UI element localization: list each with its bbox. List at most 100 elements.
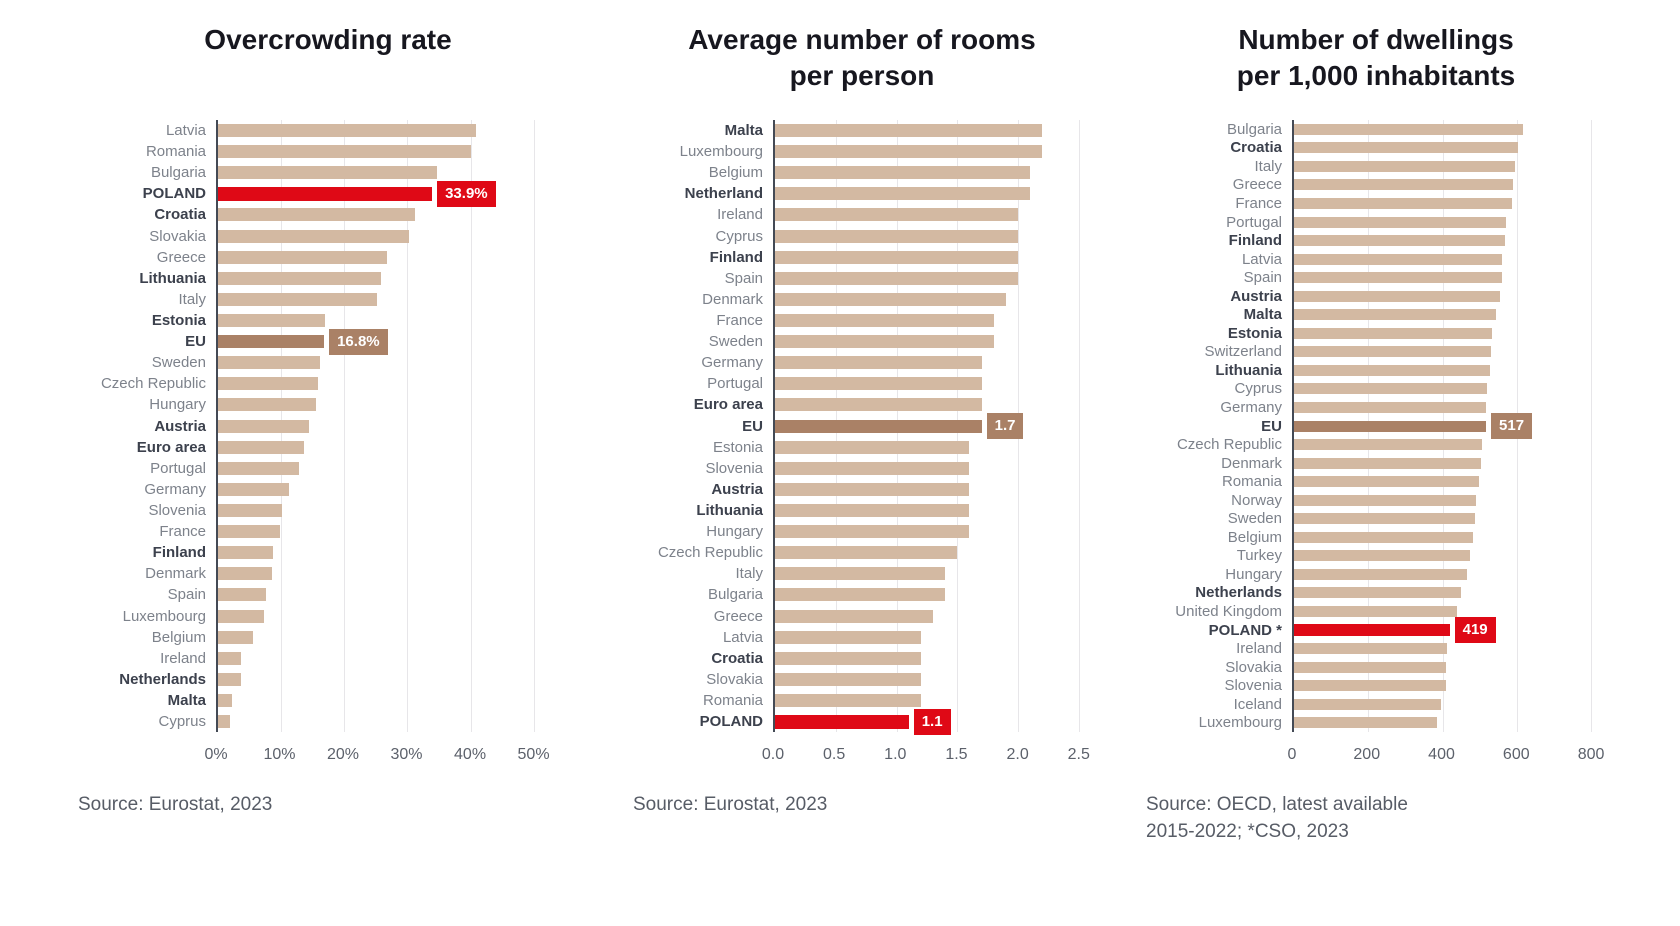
row-label-iceland: Iceland — [1233, 695, 1282, 713]
chart-title-line: Average number of rooms — [688, 24, 1036, 55]
bar — [775, 208, 1019, 222]
row-label-greece: Greece — [156, 248, 206, 266]
bar — [1294, 550, 1471, 562]
bar-row — [218, 584, 578, 605]
bar-row — [218, 521, 578, 542]
bar-row — [1294, 194, 1606, 213]
row-label-spain: Spain — [167, 586, 206, 604]
bar — [775, 187, 1031, 201]
bar-row — [775, 500, 1091, 521]
bar — [1294, 309, 1497, 321]
row-label-slovakia: Slovakia — [706, 670, 763, 688]
bar-row — [775, 648, 1091, 669]
bar-row — [218, 690, 578, 711]
x-tick-label: 2.0 — [1006, 746, 1029, 763]
bar-row — [1294, 435, 1606, 454]
category-labels: Malta Luxembourg Belgium Netherland Ireland C… — [633, 120, 773, 732]
row-label-slovakia: Slovakia — [149, 227, 206, 245]
row-label-denmark: Denmark — [702, 290, 763, 308]
gridline — [1078, 120, 1080, 732]
bar — [775, 229, 1019, 243]
x-tick-label: 20% — [327, 746, 360, 763]
bar — [1294, 346, 1492, 358]
bar-row — [1294, 472, 1606, 491]
row-label-czech-republic: Czech Republic — [657, 544, 763, 562]
bar — [775, 377, 982, 391]
row-label-eu: EU — [185, 333, 206, 351]
bar-row — [1294, 509, 1606, 528]
row-label-luxembourg: Luxembourg — [122, 607, 206, 625]
source-line: Source: OECD, latest available — [1146, 794, 1408, 815]
row-label-malta: Malta — [724, 122, 763, 140]
row-label-turkey: Turkey — [1236, 547, 1282, 565]
plot-area: 1.7 1.1 — [773, 120, 1091, 735]
row-label-spain: Spain — [1243, 269, 1282, 287]
highlighted-bar — [775, 419, 982, 433]
row-label-slovenia: Slovenia — [705, 459, 763, 477]
row-label-czech-republic: Czech Republic — [100, 375, 206, 393]
row-label-romania: Romania — [702, 692, 763, 709]
row-label-sweden: Sweden — [151, 354, 206, 372]
bar-row — [1294, 268, 1606, 287]
row-label-luxembourg: Luxembourg — [679, 143, 763, 161]
bar-row — [1294, 305, 1606, 324]
bar — [218, 166, 438, 180]
chart-3: Number of dwellings per 1,000 inhabitants… — [1146, 22, 1606, 845]
bar-row — [775, 394, 1091, 415]
row-label-italy: Italy — [178, 290, 206, 308]
bar — [1294, 587, 1462, 599]
value-label: 419 — [1454, 617, 1496, 644]
bar — [1294, 513, 1476, 525]
x-tick-label: 800 — [1577, 746, 1605, 763]
bar-row — [775, 563, 1091, 584]
row-label-cyprus: Cyprus — [715, 227, 763, 245]
bar — [218, 377, 318, 391]
bar-row — [775, 268, 1091, 289]
row-label-united-kingdom: United Kingdom — [1175, 602, 1282, 620]
row-label-poland: POLAND — [699, 713, 763, 731]
row-label-belgium: Belgium — [1227, 528, 1282, 546]
bar-row — [1294, 639, 1606, 658]
bar-row — [218, 458, 578, 479]
source-note: Source: Eurostat, 2023 — [633, 792, 1091, 819]
chart-title: Overcrowding rate — [78, 22, 578, 108]
bar-row — [775, 584, 1091, 605]
row-label-hungary: Hungary — [1225, 565, 1282, 583]
row-label-bulgaria: Bulgaria — [707, 586, 763, 604]
bar-row — [775, 521, 1091, 542]
bar — [775, 482, 970, 496]
bar — [218, 440, 304, 454]
bar-row — [218, 204, 578, 225]
bar-row — [775, 247, 1091, 268]
row-label-austria: Austria — [711, 480, 763, 498]
bar — [218, 567, 272, 581]
bar-row — [775, 162, 1091, 183]
row-label-lithuania: Lithuania — [139, 269, 206, 287]
row-label-romania: Romania — [1221, 473, 1282, 491]
row-label-portugal: Portugal — [1226, 213, 1282, 231]
bar — [775, 609, 933, 623]
bar-row: 33.9% — [218, 180, 578, 207]
bar-row — [775, 120, 1091, 141]
row-label-hungary: Hungary — [149, 396, 206, 414]
row-label-austria: Austria — [154, 417, 206, 435]
x-tick-label: 1.5 — [945, 746, 968, 763]
value-label: 1.1 — [913, 708, 951, 735]
row-label-latvia: Latvia — [1241, 250, 1282, 268]
category-labels: Bulgaria Croatia Italy Greece France Portugal… — [1146, 120, 1292, 732]
bar — [1294, 717, 1438, 729]
row-label-sweden: Sweden — [708, 333, 763, 351]
bar-row — [775, 226, 1091, 247]
bar — [1294, 290, 1500, 302]
bar — [1294, 160, 1516, 172]
gridline — [470, 120, 472, 732]
bar — [1294, 643, 1448, 655]
bar — [1294, 439, 1482, 451]
bar — [1294, 197, 1513, 209]
bar-row — [218, 500, 578, 521]
bar-row — [218, 606, 578, 627]
x-axis: 0 200 400 600 800 — [1288, 732, 1606, 778]
x-tick-label: 0% — [204, 746, 228, 763]
bar-row — [775, 437, 1091, 458]
x-tick-label: 0.5 — [823, 746, 846, 763]
